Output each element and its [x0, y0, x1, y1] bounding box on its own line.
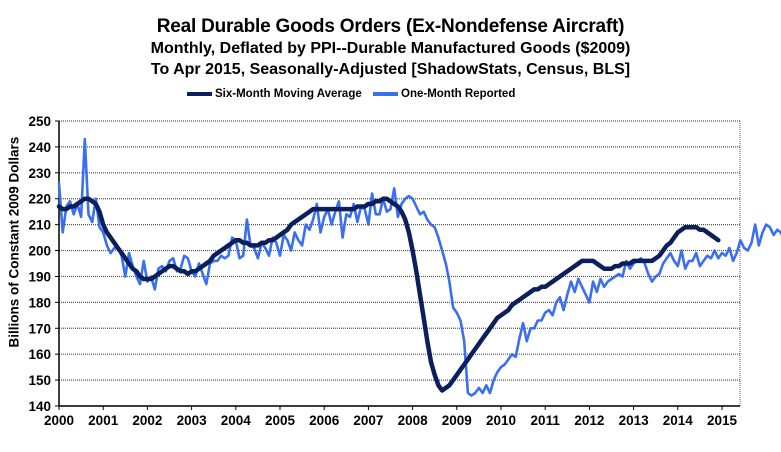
x-tick-label: 2014 — [663, 413, 694, 428]
x-tick-label: 2008 — [398, 413, 429, 428]
x-tick-label: 2011 — [531, 413, 561, 428]
chart-subtitle-line-1: Monthly, Deflated by PPI--Durable Manufa… — [150, 40, 631, 57]
y-tick-label: 210 — [28, 218, 51, 233]
y-tick-label: 140 — [28, 399, 51, 414]
y-tick-label: 250 — [28, 114, 51, 129]
x-tick-label: 2004 — [221, 413, 252, 428]
x-tick-label: 2001 — [88, 413, 119, 428]
series-line-six-month-average — [56, 196, 721, 393]
legend-label-six-month-average: Six-Month Moving Average — [215, 88, 362, 100]
y-tick-label: 200 — [28, 244, 51, 259]
x-tick-label: 2007 — [353, 413, 383, 428]
chart-subtitle-line-2: To Apr 2015, Seasonally-Adjusted [Shadow… — [150, 61, 631, 78]
legend-swatch-six-month-average — [187, 92, 212, 96]
x-tick-label: 2012 — [574, 413, 604, 428]
x-tick-label: 2006 — [309, 413, 340, 428]
legend-item-six-month-average: Six-Month Moving Average — [187, 88, 362, 100]
axes — [55, 120, 741, 410]
y-tick-label: 180 — [28, 295, 51, 310]
x-tick-label: 2013 — [619, 413, 650, 428]
legend-item-one-month-reported: One-Month Reported — [373, 88, 515, 100]
tick-labels: 140 150 160 170 180 190 200 210 220 230 240 250 2000… — [28, 114, 737, 428]
chart-title: Real Durable Goods Orders (Ex-Nondefense… — [156, 16, 625, 37]
legend-label-one-month-reported: One-Month Reported — [401, 88, 516, 100]
x-tick-label: 2003 — [177, 413, 208, 428]
x-tick-label: 2002 — [132, 413, 162, 428]
y-tick-label: 160 — [28, 347, 51, 362]
x-tick-label: 2005 — [265, 413, 296, 428]
x-tick-label: 2009 — [442, 413, 472, 428]
y-tick-label: 230 — [28, 166, 51, 181]
x-tick-label: 2015 — [707, 413, 738, 428]
x-tick-label: 2010 — [486, 413, 516, 428]
y-tick-label: 190 — [28, 269, 51, 284]
y-tick-label: 150 — [28, 373, 51, 388]
x-tick-label: 2000 — [44, 413, 74, 428]
series-lines — [56, 137, 781, 397]
series-line-one-month-reported — [57, 137, 781, 397]
y-tick-label: 170 — [28, 321, 51, 336]
y-tick-label: 240 — [28, 140, 51, 155]
legend-swatch-one-month-reported — [373, 92, 398, 96]
y-tick-label: 220 — [28, 192, 51, 207]
gridlines — [59, 120, 740, 407]
